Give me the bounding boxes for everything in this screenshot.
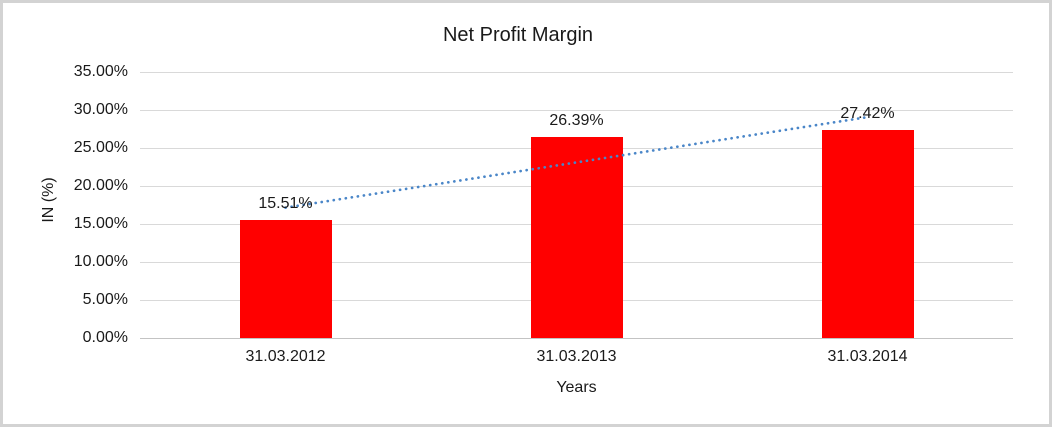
y-tick-label: 35.00% [73,63,128,80]
y-tick-label: 20.00% [73,177,128,194]
y-tick-label: 25.00% [73,139,128,156]
y-axis-title: IN (%) [40,177,57,223]
y-tick-label: 0.00% [82,329,128,346]
x-axis-title: Years [556,379,597,396]
bar [821,129,914,338]
gridline [140,109,1013,111]
x-category-label: 31.03.2012 [245,348,326,365]
bar [530,137,623,338]
bar-data-label: 15.51% [258,195,313,213]
y-tick-label: 30.00% [73,101,128,118]
x-category-label: 31.03.2014 [827,348,908,365]
y-tick-label: 15.00% [73,215,128,232]
bar-data-label: 27.42% [840,104,895,122]
y-tick-label: 5.00% [82,291,128,308]
x-axis-line [140,337,1013,339]
y-tick-label: 10.00% [73,253,128,270]
bar [239,220,332,338]
gridline [140,71,1013,73]
bar-data-label: 26.39% [549,112,604,130]
chart-title: Net Profit Margin [442,24,594,46]
x-category-label: 31.03.2013 [536,348,617,365]
